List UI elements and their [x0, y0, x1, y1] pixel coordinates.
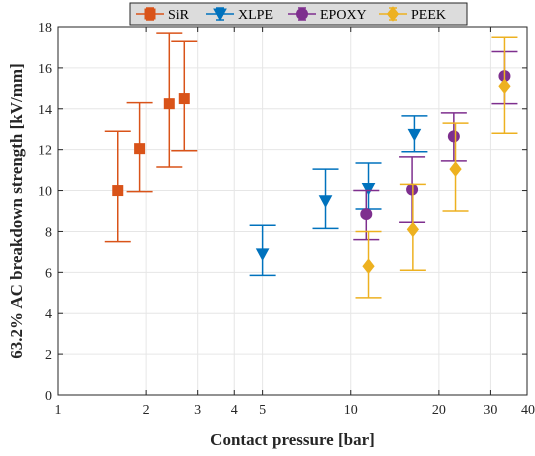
y-tick-label: 8 — [45, 225, 52, 240]
x-tick-label: 1 — [55, 403, 62, 418]
legend-label-epoxy: EPOXY — [320, 8, 367, 23]
x-tick-label: 40 — [521, 403, 535, 418]
y-tick-label: 16 — [38, 62, 52, 77]
series-xlpe — [249, 115, 428, 277]
xlpe-point — [318, 195, 333, 208]
y-tick-label: 10 — [38, 185, 52, 200]
data-series — [104, 32, 518, 299]
y-tick-label: 0 — [45, 389, 52, 404]
series-peek — [355, 36, 518, 299]
y-tick-label: 2 — [45, 348, 52, 363]
y-tick-label: 12 — [38, 144, 52, 159]
epoxy-point — [447, 130, 460, 143]
x-tick-label: 2 — [143, 403, 150, 418]
sir-point — [134, 143, 146, 155]
peek-point — [406, 221, 420, 238]
sir-point — [178, 93, 190, 105]
peek-point — [449, 161, 462, 177]
peek-point — [362, 258, 375, 275]
x-tick-label: 4 — [231, 403, 238, 418]
legend-item-epoxy: EPOXY — [288, 7, 367, 23]
legend-marker — [213, 8, 227, 22]
y-tick-label: 18 — [38, 21, 52, 36]
y-tick-label: 14 — [38, 103, 52, 118]
legend-label-sir: SiR — [168, 8, 190, 23]
peek-point — [498, 78, 511, 95]
plot-area-frame — [57, 26, 528, 396]
x-tick-label: 20 — [432, 403, 446, 418]
y-tick-label: 6 — [45, 266, 52, 281]
legend-item-peek: PEEK — [379, 6, 446, 23]
series-epoxy — [353, 50, 518, 241]
legend-marker — [296, 8, 308, 20]
x-tick-label: 5 — [259, 403, 266, 418]
legend: SiR XLPE EPOXY PEEK — [129, 2, 468, 26]
sir-point — [112, 185, 124, 197]
xlpe-point — [361, 183, 376, 196]
xlpe-point — [255, 248, 270, 261]
legend-item-sir: SiR — [136, 7, 190, 23]
legend-item-xlpe: XLPE — [206, 7, 273, 23]
legend-label-peek: PEEK — [411, 8, 446, 23]
x-tick-label: 10 — [344, 403, 358, 418]
epoxy-point — [360, 208, 373, 221]
xlpe-point — [407, 128, 422, 142]
x-axis-title: Contact pressure [bar] — [210, 430, 375, 449]
epoxy-point — [406, 183, 419, 196]
x-tick-label: 30 — [483, 403, 497, 418]
x-tick-label: 3 — [194, 403, 201, 418]
series-sir — [104, 32, 198, 243]
y-tick-label: 4 — [45, 307, 52, 322]
legend-marker — [386, 6, 400, 22]
legend-marker — [144, 8, 156, 20]
y-axis-title: 63.2% AC breakdown strength [kV/mm] — [7, 63, 26, 358]
sir-point — [163, 98, 175, 110]
legend-label-xlpe: XLPE — [238, 8, 273, 23]
